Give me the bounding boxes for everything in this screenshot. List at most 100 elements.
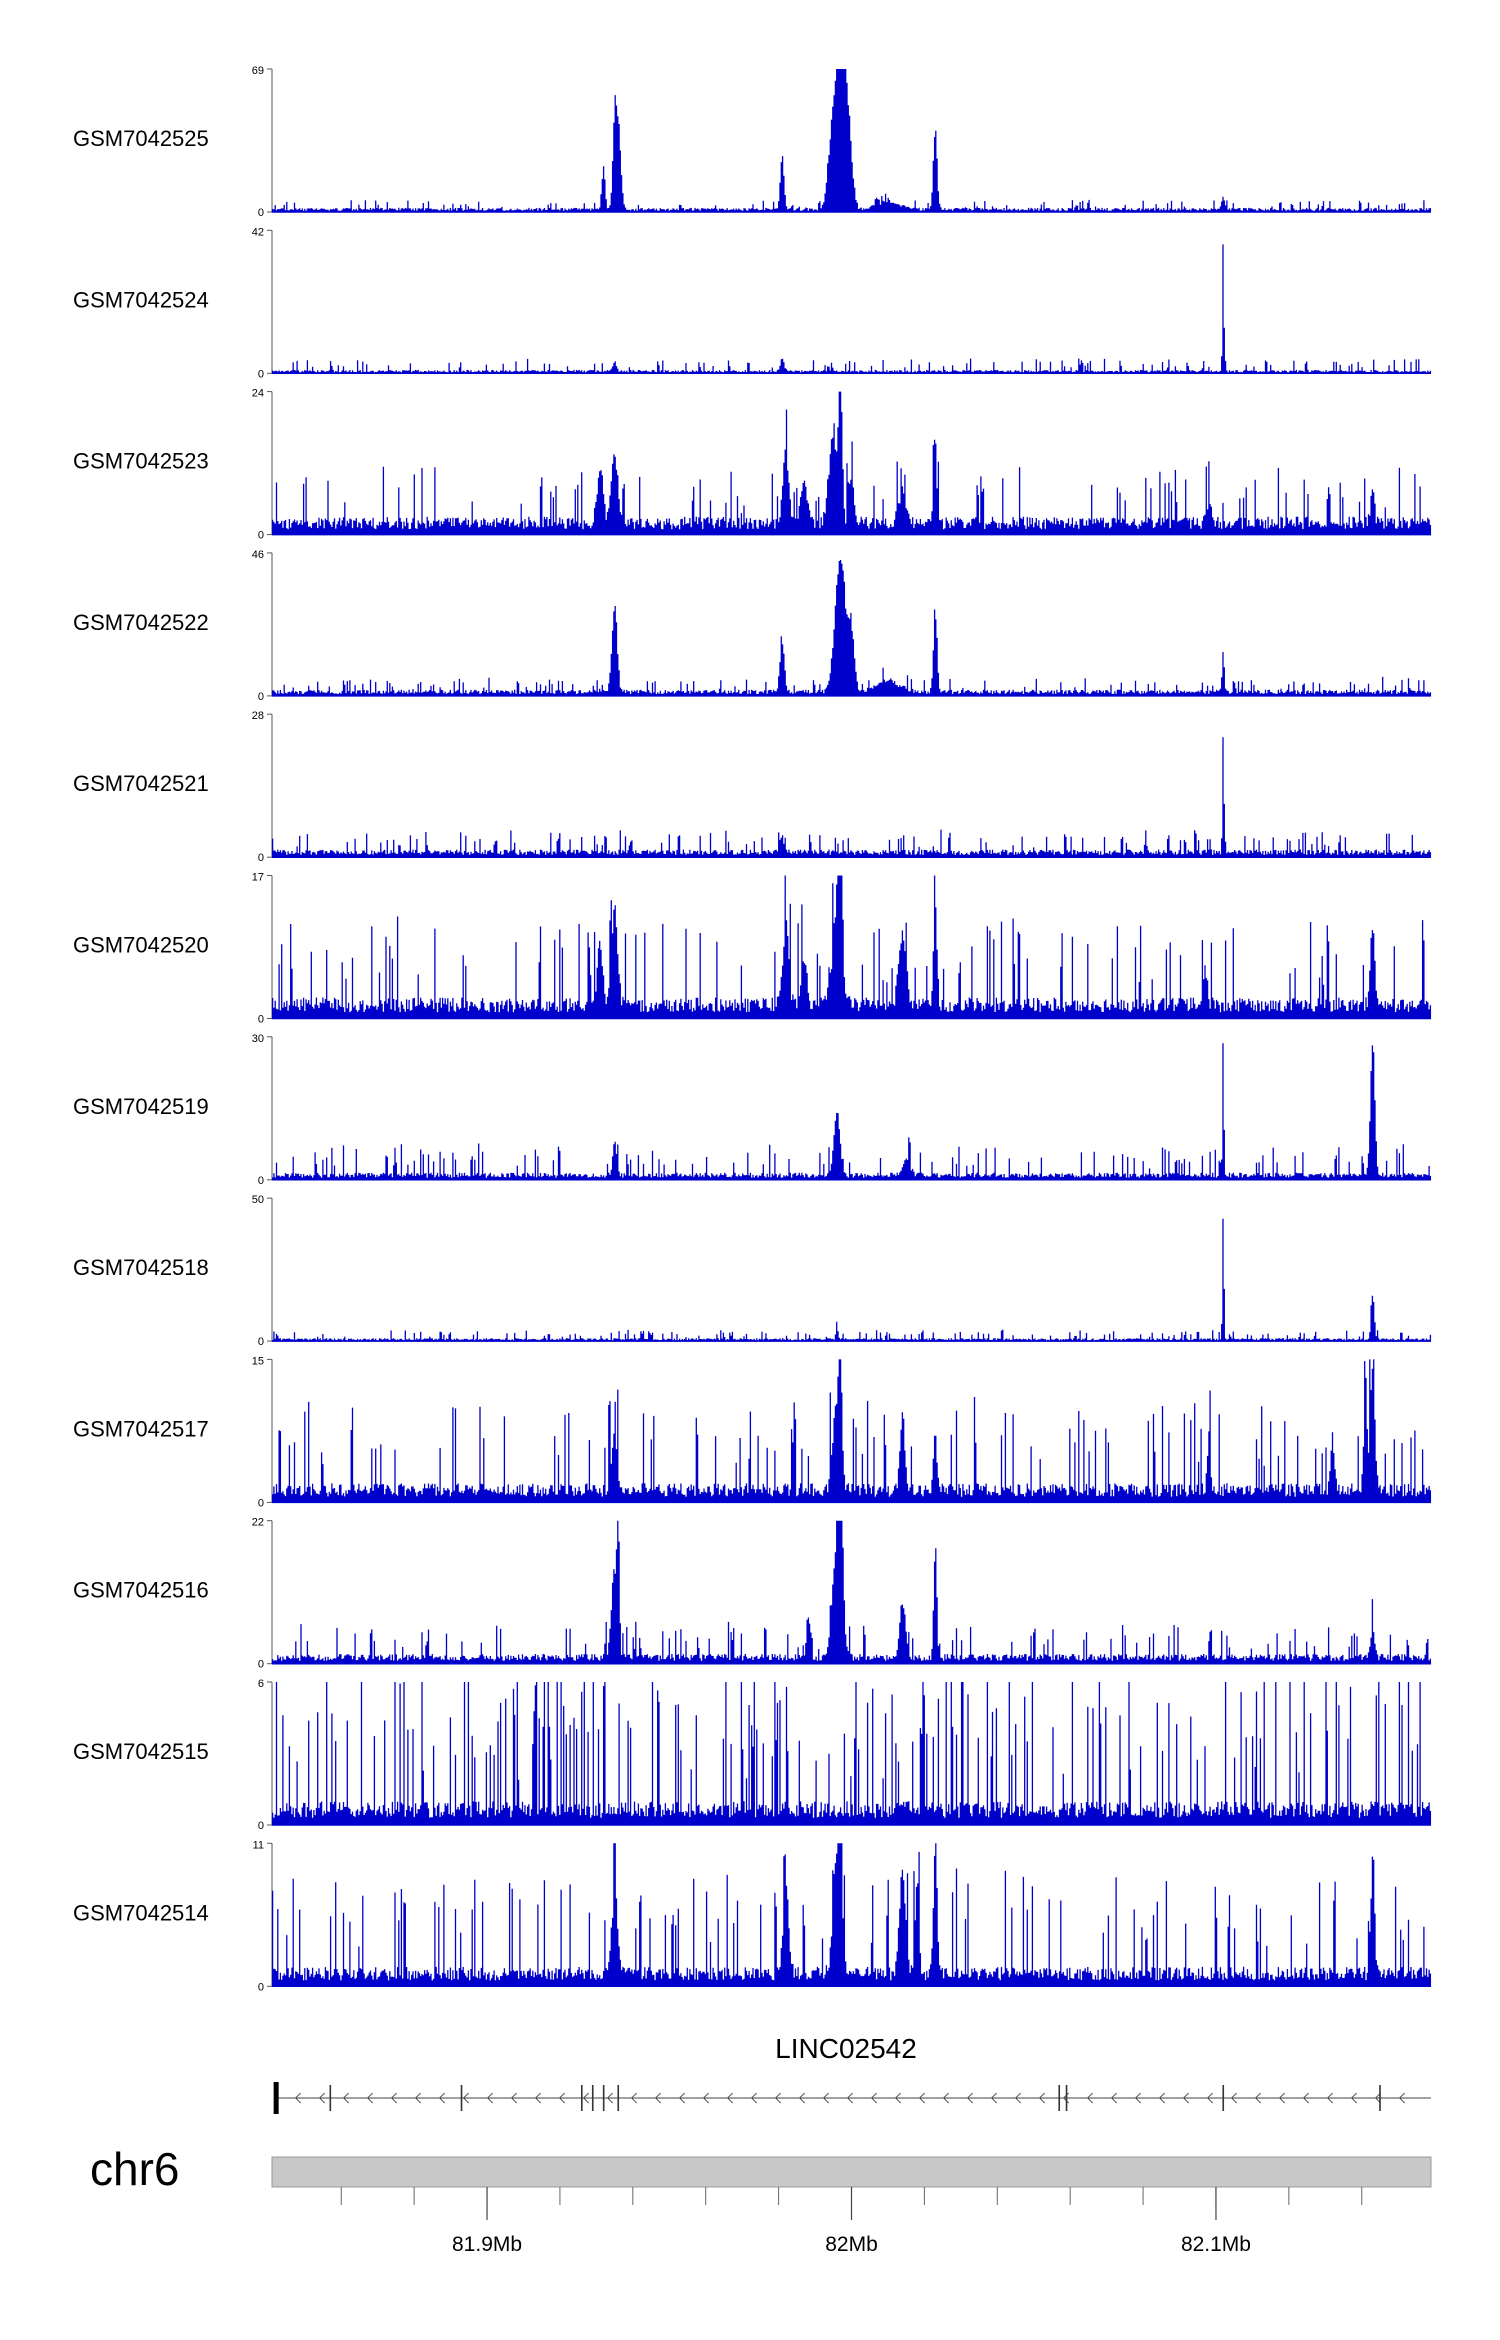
strand-arrow xyxy=(846,2092,853,2104)
y-min-label: 0 xyxy=(258,207,264,219)
strand-arrow xyxy=(342,2092,349,2104)
strand-arrow xyxy=(1014,2092,1021,2104)
strand-arrow xyxy=(318,2092,325,2104)
strand-arrow xyxy=(558,2092,565,2104)
track-GSM7042514: GSM7042514 11 0 xyxy=(73,1839,1432,1993)
y-max-label: 22 xyxy=(252,1517,264,1529)
y-min-label: 0 xyxy=(258,368,264,380)
y-max-label: 69 xyxy=(252,65,264,77)
strand-arrow xyxy=(678,2092,685,2104)
strand-arrow xyxy=(1302,2092,1309,2104)
strand-arrow xyxy=(462,2092,469,2104)
strand-arrow xyxy=(1230,2092,1237,2104)
y-min-label: 0 xyxy=(258,691,264,703)
y-min-label: 0 xyxy=(258,1175,264,1187)
track-GSM7042516: GSM7042516 22 0 xyxy=(73,1517,1432,1671)
y-max-label: 30 xyxy=(252,1033,264,1045)
strand-arrow xyxy=(606,2092,613,2104)
y-min-label: 0 xyxy=(258,1820,264,1832)
y-min-label: 0 xyxy=(258,1497,264,1509)
strand-arrow xyxy=(750,2092,757,2104)
sample-label: GSM7042516 xyxy=(73,1578,209,1603)
strand-arrow xyxy=(390,2092,397,2104)
coverage-signal xyxy=(271,1682,1432,1825)
coverage-signal xyxy=(271,1843,1432,1987)
strand-arrow xyxy=(894,2092,901,2104)
strand-arrow xyxy=(1206,2092,1213,2104)
sample-label: GSM7042522 xyxy=(73,610,209,635)
strand-arrow xyxy=(1350,2092,1357,2104)
coverage-tracks: GSM7042525690GSM7042524420GSM7042523240G… xyxy=(73,65,1432,1993)
strand-arrow xyxy=(726,2092,733,2104)
coverage-signal xyxy=(271,1218,1432,1342)
track-GSM7042518: GSM7042518 50 0 xyxy=(73,1194,1432,1348)
y-max-label: 24 xyxy=(252,388,264,400)
strand-arrow xyxy=(1374,2092,1381,2104)
track-GSM7042515: GSM7042515 6 0 xyxy=(73,1678,1432,1832)
track-GSM7042524: GSM7042524 42 0 xyxy=(73,226,1432,380)
gene-label: LINC02542 xyxy=(775,2033,917,2064)
y-max-label: 11 xyxy=(253,1839,264,1851)
strand-arrow xyxy=(1086,2092,1093,2104)
strand-arrow xyxy=(654,2092,661,2104)
strand-arrow xyxy=(510,2092,517,2104)
sample-label: GSM7042515 xyxy=(73,1739,209,1764)
strand-arrow xyxy=(1398,2092,1405,2104)
coverage-signal xyxy=(271,875,1432,1019)
chromosome-axis: chr6 81.9Mb 82Mb 82.1Mb xyxy=(90,2143,1432,2256)
track-GSM7042523: GSM7042523 24 0 xyxy=(73,388,1432,542)
sample-label: GSM7042517 xyxy=(73,1416,209,1441)
y-max-label: 42 xyxy=(252,226,264,238)
strand-arrow xyxy=(1110,2092,1117,2104)
strand-arrow xyxy=(1254,2092,1261,2104)
strand-arrow xyxy=(870,2092,877,2104)
track-GSM7042521: GSM7042521 28 0 xyxy=(73,710,1432,864)
strand-arrow xyxy=(582,2092,589,2104)
strand-arrow xyxy=(1134,2092,1141,2104)
chromosome-bar xyxy=(271,2156,1432,2188)
y-min-label: 0 xyxy=(258,1014,264,1026)
sample-label: GSM7042520 xyxy=(73,933,209,958)
strand-arrow xyxy=(1038,2092,1045,2104)
strand-arrow xyxy=(486,2092,493,2104)
x-tick-label: 82.1Mb xyxy=(1181,2233,1251,2256)
strand-arrow xyxy=(534,2092,541,2104)
y-min-label: 0 xyxy=(258,1336,264,1348)
sample-label: GSM7042514 xyxy=(73,1900,209,1925)
strand-arrow xyxy=(630,2092,637,2104)
strand-arrow xyxy=(702,2092,709,2104)
sample-label: GSM7042519 xyxy=(73,1094,209,1119)
strand-arrow xyxy=(1158,2092,1165,2104)
y-max-label: 28 xyxy=(252,710,264,722)
track-GSM7042520: GSM7042520 17 0 xyxy=(73,872,1432,1026)
y-max-label: 6 xyxy=(258,1678,264,1690)
gene-exon xyxy=(273,2082,279,2114)
sample-label: GSM7042523 xyxy=(73,449,209,474)
sample-label: GSM7042524 xyxy=(73,287,209,312)
coverage-signal xyxy=(271,1359,1432,1503)
strand-arrow xyxy=(822,2092,829,2104)
coverage-signal xyxy=(271,1520,1432,1664)
y-max-label: 17 xyxy=(252,872,264,884)
strand-arrow xyxy=(918,2092,925,2104)
y-min-label: 0 xyxy=(258,1981,264,1993)
coverage-signal xyxy=(271,391,1432,535)
strand-arrow xyxy=(366,2092,373,2104)
y-max-label: 46 xyxy=(252,549,264,561)
coverage-signal xyxy=(271,244,1432,374)
coverage-signal xyxy=(271,560,1432,696)
y-min-label: 0 xyxy=(258,530,264,542)
y-min-label: 0 xyxy=(258,852,264,864)
strand-arrow xyxy=(1278,2092,1285,2104)
strand-arrow xyxy=(1326,2092,1333,2104)
chromosome-label: chr6 xyxy=(90,2143,179,2195)
coverage-signal xyxy=(271,1043,1432,1180)
track-GSM7042522: GSM7042522 46 0 xyxy=(73,549,1432,703)
coverage-signal xyxy=(271,69,1432,212)
y-max-label: 15 xyxy=(252,1355,264,1367)
strand-arrow xyxy=(438,2092,445,2104)
strand-arrow xyxy=(966,2092,973,2104)
strand-arrow xyxy=(1182,2092,1189,2104)
